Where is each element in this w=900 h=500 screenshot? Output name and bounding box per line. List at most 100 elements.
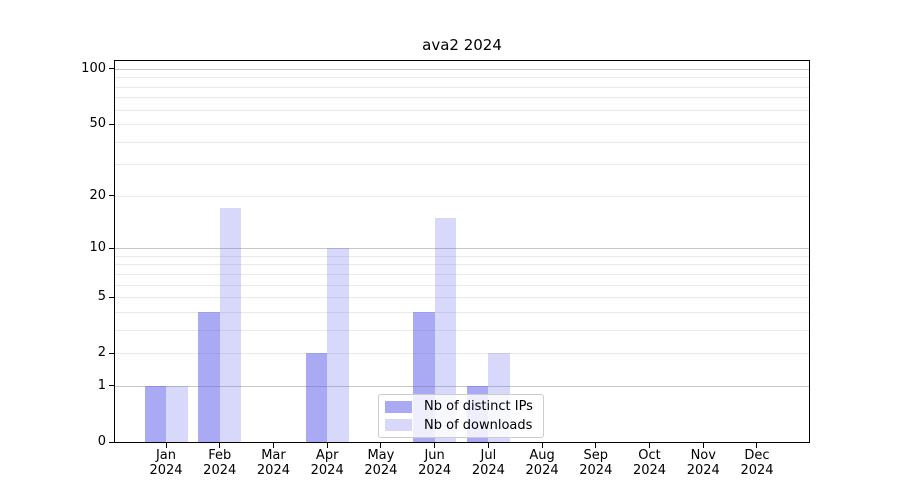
gridline-minor-7: [115, 273, 809, 275]
x-tick-year: 2024: [525, 463, 559, 478]
gridline-minor-9: [115, 255, 809, 257]
y-tick-label-10: 10: [89, 240, 106, 256]
y-tick-label-5: 5: [97, 289, 106, 305]
x-tick-label-oct: Oct 2024: [618, 448, 682, 478]
x-tick-month: Feb: [208, 448, 232, 463]
x-tick-year: 2024: [740, 463, 774, 478]
x-tick-jun: [434, 443, 436, 448]
x-tick-label-may: May 2024: [349, 448, 413, 478]
x-tick-month: May: [367, 448, 395, 463]
bar-distinct-ips-feb: [198, 311, 220, 442]
x-tick-year: 2024: [256, 463, 290, 478]
y-tick-label-0: 0: [97, 434, 106, 449]
y-tick-label-20: 20: [89, 187, 106, 203]
x-tick-month: Oct: [638, 448, 661, 463]
x-tick-label-feb: Feb 2024: [188, 448, 252, 478]
legend: Nb of distinct IPs Nb of downloads: [378, 394, 544, 438]
x-tick-month: Aug: [529, 448, 555, 463]
bar-distinct-ips-apr: [305, 353, 328, 442]
y-tick-label-1: 1: [97, 377, 106, 393]
gridline-minor-20: [115, 195, 809, 197]
plot-area: [114, 60, 810, 443]
x-tick-month: Sep: [583, 448, 609, 463]
x-tick-year: 2024: [203, 463, 237, 478]
legend-swatch-distinct-ips-icon: [385, 400, 412, 413]
x-tick-jan: [165, 443, 167, 448]
y-tick-20: [109, 195, 114, 197]
y-tick-label-100: 100: [81, 60, 106, 76]
y-tick-5: [109, 296, 114, 298]
x-tick-jul: [487, 443, 489, 448]
gridline-minor-80: [115, 86, 809, 88]
legend-label-downloads: Nb of downloads: [424, 417, 533, 433]
x-tick-year: 2024: [632, 463, 667, 478]
x-tick-year: 2024: [471, 463, 505, 478]
x-tick-year: 2024: [418, 463, 452, 478]
x-tick-year: 2024: [310, 463, 344, 478]
gridline-minor-6: [115, 284, 809, 286]
x-tick-label-aug: Aug 2024: [510, 448, 574, 478]
gridline-minor-50: [115, 124, 809, 126]
gridline-major-10: [115, 248, 809, 250]
bar-downloads-jan: [166, 385, 188, 442]
x-tick-month: Jan: [155, 448, 177, 463]
y-tick-50: [109, 123, 114, 125]
bar-downloads-jun: [434, 217, 457, 442]
y-tick-2: [109, 352, 114, 354]
bar-distinct-ips-jan: [144, 385, 166, 442]
gridline-minor-3: [115, 329, 809, 331]
y-tick-10: [109, 247, 114, 249]
x-tick-year: 2024: [579, 463, 613, 478]
gridline-minor-4: [115, 311, 809, 313]
gridline-minor-8: [115, 264, 809, 266]
legend-item-downloads: Nb of downloads: [385, 416, 537, 434]
x-tick-year: 2024: [364, 463, 398, 478]
legend-swatch-downloads-icon: [385, 419, 412, 432]
bar-downloads-feb: [219, 208, 242, 442]
chart-title: ava2 2024: [422, 36, 502, 54]
legend-item-distinct-ips: Nb of distinct IPs: [385, 398, 537, 416]
x-tick-dec: [756, 443, 758, 448]
x-tick-label-sep: Sep 2024: [564, 448, 628, 478]
gridline-minor-30: [115, 164, 809, 166]
x-tick-mar: [272, 443, 274, 448]
x-tick-may: [380, 443, 382, 448]
gridline-minor-5: [115, 297, 809, 299]
x-tick-label-jul: Jul 2024: [456, 448, 520, 478]
x-tick-month: Jul: [480, 448, 497, 463]
gridline-major-100: [115, 68, 809, 70]
y-tick-label-50: 50: [89, 116, 106, 132]
gridline-minor-90: [115, 77, 809, 79]
bar-downloads-apr: [327, 248, 349, 442]
gridline-minor-40: [115, 141, 809, 143]
legend-label-distinct-ips: Nb of distinct IPs: [424, 399, 533, 415]
x-tick-month: Nov: [690, 448, 716, 463]
y-tick-0: [109, 441, 114, 443]
x-tick-oct: [649, 443, 651, 448]
gridline-minor-70: [115, 97, 809, 99]
x-tick-month: Apr: [315, 448, 339, 463]
x-tick-label-jan: Jan 2024: [134, 448, 198, 478]
x-tick-month: Dec: [744, 448, 770, 463]
gridline-minor-2: [115, 353, 809, 355]
x-tick-label-mar: Mar 2024: [241, 448, 305, 478]
x-tick-label-dec: Dec 2024: [725, 448, 789, 478]
y-tick-label-2: 2: [97, 345, 106, 361]
y-tick-1: [109, 385, 114, 387]
gridline-major-1: [115, 385, 809, 387]
y-tick-100: [109, 68, 114, 70]
x-tick-label-apr: Apr 2024: [295, 448, 359, 478]
x-tick-month: Mar: [261, 448, 286, 463]
x-tick-year: 2024: [149, 463, 183, 478]
x-tick-aug: [541, 443, 543, 448]
x-tick-label-nov: Nov 2024: [671, 448, 735, 478]
gridline-minor-60: [115, 109, 809, 111]
x-tick-year: 2024: [686, 463, 720, 478]
x-tick-feb: [219, 443, 221, 448]
x-tick-nov: [702, 443, 704, 448]
x-tick-sep: [595, 443, 597, 448]
x-tick-month: Jun: [424, 448, 445, 463]
x-tick-apr: [326, 443, 328, 448]
x-tick-label-jun: Jun 2024: [403, 448, 467, 478]
